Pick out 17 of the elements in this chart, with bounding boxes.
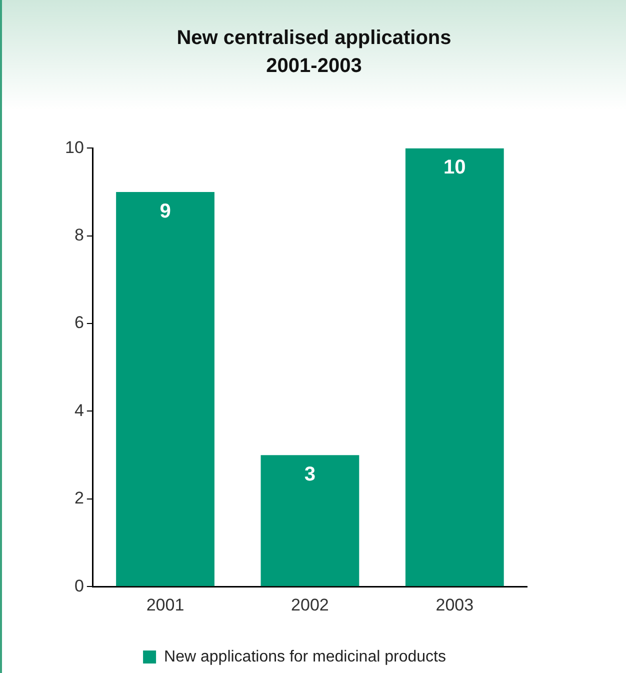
bar — [405, 148, 504, 586]
x-tick-label: 2003 — [436, 595, 474, 614]
bar — [116, 192, 214, 586]
x-tick-label: 2002 — [291, 595, 329, 614]
y-tick-label: 6 — [74, 313, 84, 332]
bar — [260, 455, 360, 586]
x-tick-label: 2001 — [146, 595, 184, 614]
y-tick-label: 4 — [74, 400, 84, 420]
data-label: 3 — [304, 464, 316, 486]
data-label: 9 — [160, 200, 171, 223]
data-label: 10 — [444, 156, 466, 179]
y-tick-label: 8 — [74, 226, 84, 245]
y-tick-label: 0 — [74, 576, 84, 596]
y-tick-label: 10 — [64, 138, 84, 157]
legend-label: New applications for medicinal products — [164, 648, 446, 666]
chart-title: New centralised applications 2001-2003 — [176, 26, 452, 79]
y-tick-label: 2 — [74, 488, 84, 508]
